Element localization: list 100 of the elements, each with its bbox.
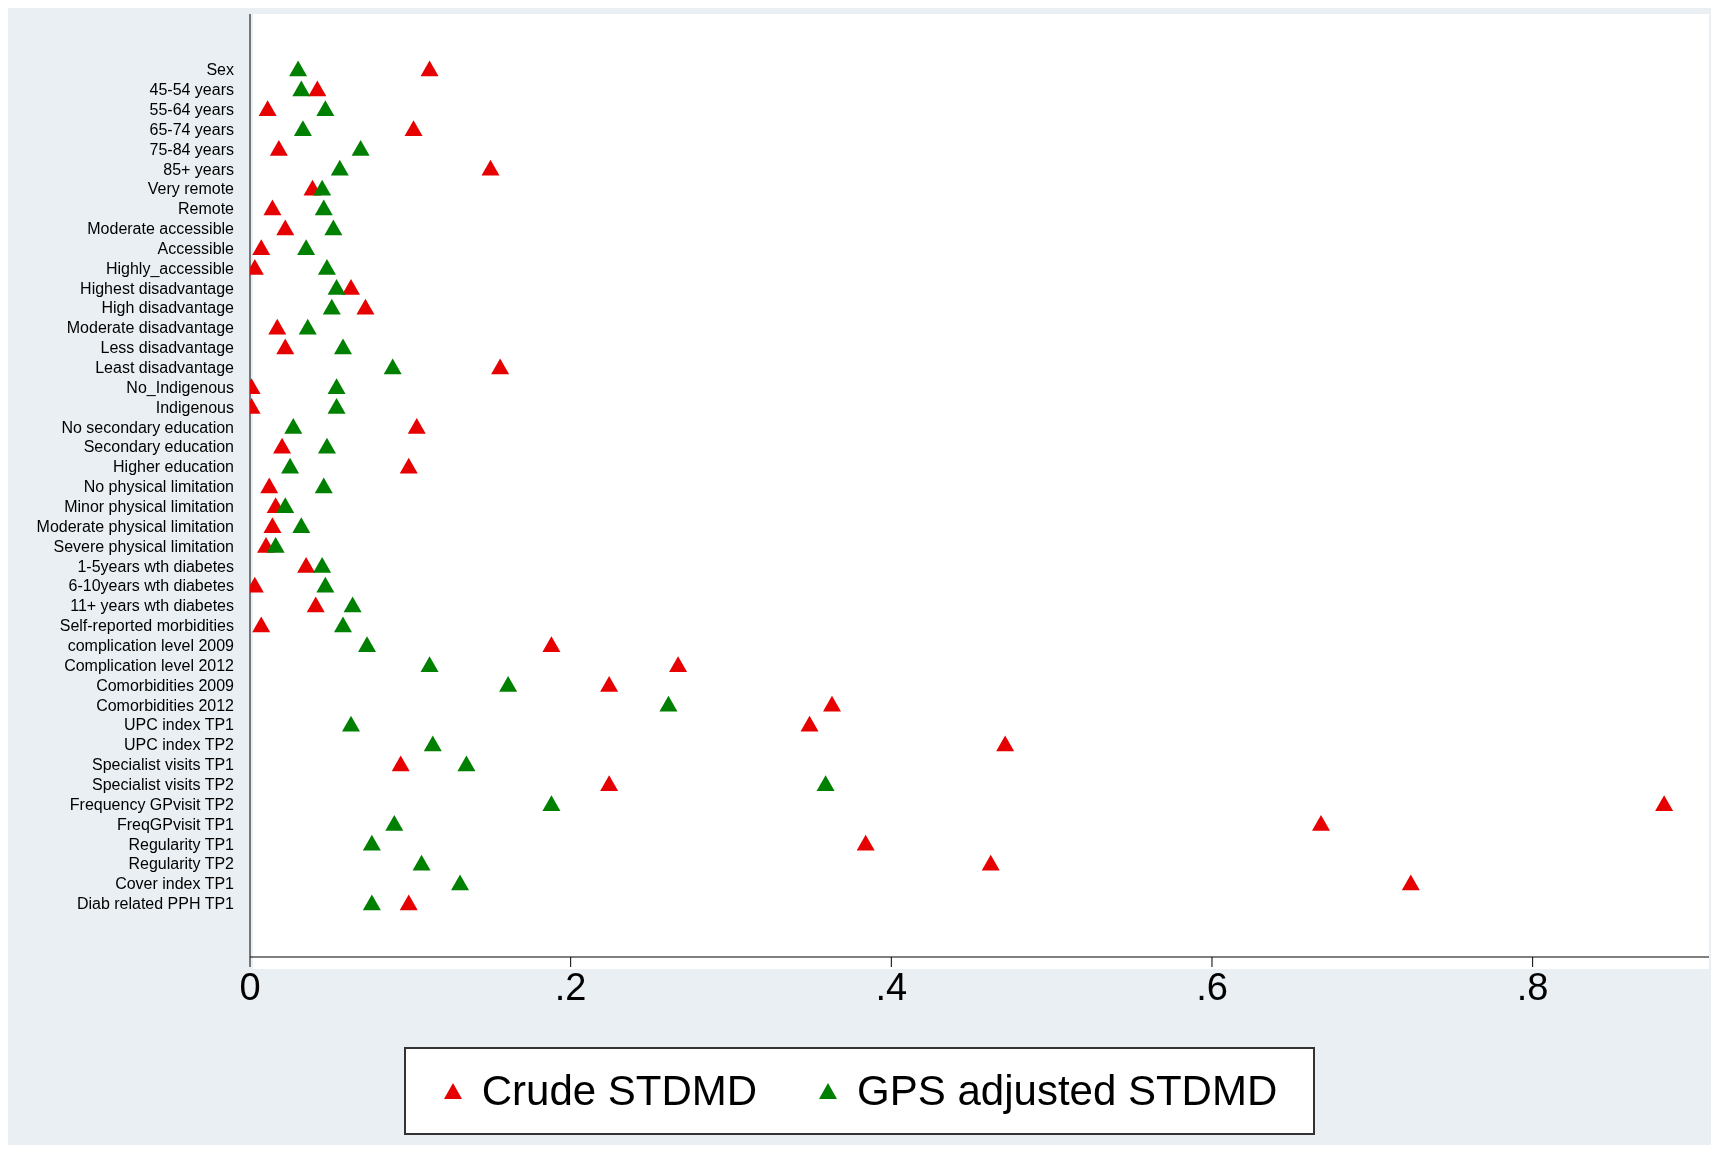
legend-label: Crude STDMD: [481, 1067, 758, 1115]
point: [542, 636, 561, 653]
point: [385, 814, 404, 831]
y-tick-label: FreqGPvisit TP1: [116, 815, 235, 833]
point: [491, 358, 510, 375]
point: [823, 695, 841, 712]
point: [420, 60, 439, 77]
y-tick-label: Minor physical limitation: [64, 498, 234, 516]
point: [542, 795, 561, 811]
point: [856, 834, 875, 851]
y-tick-label: 75-84 years: [149, 140, 234, 158]
x-tick-label: .4: [875, 965, 908, 1008]
point: [314, 199, 333, 216]
point: [358, 636, 377, 653]
point: [333, 338, 352, 355]
point: [333, 616, 352, 633]
point: [669, 656, 688, 672]
point: [313, 179, 332, 196]
y-tick-label: Higher education: [113, 458, 234, 476]
point: [322, 298, 341, 315]
point: [600, 676, 619, 692]
y-tick-label: Very remote: [147, 180, 235, 198]
point: [292, 517, 311, 533]
legend-label: GPS adjusted STDMD: [857, 1067, 1278, 1115]
point: [1655, 795, 1674, 811]
point: [423, 735, 442, 752]
point: [451, 874, 470, 891]
point: [268, 318, 287, 335]
y-tick-label: Self-reported morbidities: [59, 617, 234, 635]
point: [330, 159, 349, 176]
y-tick-label: Frequency GPvisit TP2: [69, 795, 235, 813]
point: [313, 556, 332, 573]
point: [996, 735, 1015, 752]
point: [316, 100, 335, 117]
y-tick-label: Least disadvantage: [95, 359, 235, 377]
y-tick-label: Indigenous: [155, 398, 234, 416]
y-tick-label: UPC index TP2: [124, 736, 235, 754]
point: [252, 616, 271, 633]
point: [276, 497, 295, 514]
point: [308, 80, 327, 97]
y-tick-label: No_Indigenous: [126, 378, 234, 397]
y-tick-label: Less disadvantage: [100, 339, 235, 357]
point: [306, 596, 325, 613]
point: [284, 417, 303, 434]
point: [1401, 874, 1420, 891]
point: [260, 477, 279, 494]
point: [481, 159, 500, 176]
point: [281, 457, 300, 474]
point: [499, 676, 518, 692]
y-tick-label: Comorbidities 2009: [96, 676, 235, 694]
point: [327, 398, 346, 414]
point: [316, 576, 335, 593]
point: [362, 894, 381, 911]
point: [412, 854, 431, 871]
point: [258, 100, 277, 117]
y-tick-label: Diab related PPH TP1: [76, 895, 235, 913]
y-tick-label: No secondary education: [61, 418, 234, 436]
y-tick-label: Highest disadvantage: [80, 279, 235, 297]
y-tick-label: Comorbidities 2012: [96, 696, 235, 714]
y-tick-label: UPC index TP1: [124, 716, 235, 734]
point: [399, 894, 418, 911]
y-tick-label: 55-64 years: [149, 100, 234, 118]
point: [659, 695, 678, 712]
y-tick-label: Moderate accessible: [87, 220, 235, 238]
point: [362, 834, 381, 851]
point: [293, 120, 312, 136]
point: [327, 378, 346, 394]
point: [263, 517, 282, 533]
y-tick-label: 85+ years: [163, 160, 234, 178]
y-tick-label: Secondary education: [83, 438, 234, 456]
point: [266, 537, 285, 553]
y-tick-label: complication level 2009: [67, 636, 235, 654]
point: [327, 278, 346, 295]
y-tick-label: Cover index TP1: [115, 875, 235, 893]
y-tick-label: No physical limitation: [83, 478, 234, 496]
y-tick-label: 11+ years wth diabetes: [70, 597, 234, 615]
point: [269, 140, 288, 156]
point: [314, 477, 333, 494]
point: [276, 219, 295, 236]
point: [351, 140, 370, 156]
point: [391, 755, 410, 772]
y-tick-label: Severe physical limitation: [53, 537, 234, 555]
point: [816, 775, 835, 792]
point: [800, 715, 819, 732]
x-tick-label: .8: [1516, 965, 1549, 1008]
point: [600, 775, 619, 792]
y-tick-label: Accessible: [157, 239, 235, 257]
x-tick-label: 0: [239, 965, 261, 1008]
y-tick-label: Remote: [177, 200, 235, 218]
y-tick-label: Specialist visits TP1: [92, 756, 235, 774]
y-tick-label: Highly_accessible: [105, 259, 235, 278]
point: [457, 755, 476, 772]
point: [981, 854, 1000, 871]
point: [1312, 814, 1330, 831]
y-tick-label: Sex: [206, 61, 234, 79]
point: [342, 278, 361, 295]
y-tick-label: 1-5years wth diabetes: [77, 557, 234, 575]
point: [399, 457, 418, 474]
point: [289, 60, 308, 77]
y-tick-label: Moderate physical limitation: [36, 517, 234, 535]
